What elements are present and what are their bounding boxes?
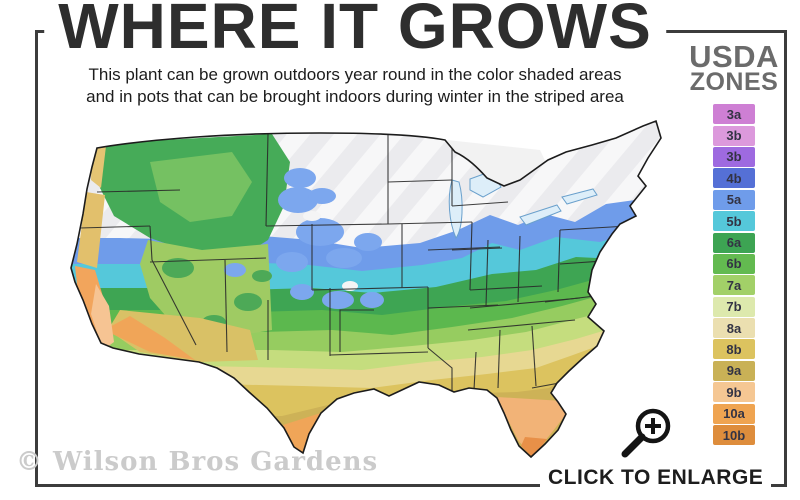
us-outline: [70, 119, 662, 459]
watermark: © Wilson Bros Gardens: [16, 447, 379, 477]
zone-swatch-6b: 6b: [713, 253, 755, 274]
zone-swatch-8b: 8b: [713, 339, 755, 360]
zone-legend-list: 3a 3b 3b 4b 5a 5b 6a 6b 7a 7b 8a 8b 9a 9b 10a 10b: [686, 104, 782, 446]
subtitle-line-2: and in pots that can be brought indoors …: [86, 87, 624, 107]
zone-swatch-10b: 10b: [713, 425, 755, 446]
zone-swatch-7a: 7a: [713, 275, 755, 296]
magnifier-plus-icon: [621, 408, 671, 458]
click-to-enlarge-button[interactable]: CLICK TO ENLARGE: [540, 404, 772, 490]
page-title: WHERE IT GROWS: [44, 0, 666, 58]
zone-swatch-3b: 3b: [713, 125, 755, 146]
zone-swatch-8a: 8a: [713, 318, 755, 339]
click-to-enlarge-label[interactable]: CLICK TO ENLARGE: [540, 466, 772, 490]
zone-swatch-3b: 3b: [713, 146, 755, 167]
zone-swatch-10a: 10a: [713, 403, 755, 424]
zone-swatch-9b: 9b: [713, 382, 755, 403]
state-borders: [79, 133, 629, 396]
usda-zones-legend: USDA ZONES 3a 3b 3b 4b 5a 5b 6a 6b 7a 7b 8a 8b 9a 9b 1…: [686, 39, 782, 446]
subtitle-line-1: This plant can be grown outdoors year ro…: [88, 65, 622, 84]
zone-swatch-3a: 3a: [713, 104, 755, 125]
zone-swatch-5b: 5b: [713, 211, 755, 232]
zone-swatch-4b: 4b: [713, 168, 755, 189]
zone-swatch-7b: 7b: [713, 296, 755, 317]
zone-swatch-6a: 6a: [713, 232, 755, 253]
legend-title: USDA ZONES: [686, 39, 782, 97]
zone-swatch-9a: 9a: [713, 360, 755, 381]
subtitle: This plant can be grown outdoors year ro…: [25, 64, 685, 109]
zone-swatch-5a: 5a: [713, 189, 755, 210]
legend-title-usda: USDA: [689, 39, 779, 74]
legend-title-zones: ZONES: [689, 68, 779, 97]
